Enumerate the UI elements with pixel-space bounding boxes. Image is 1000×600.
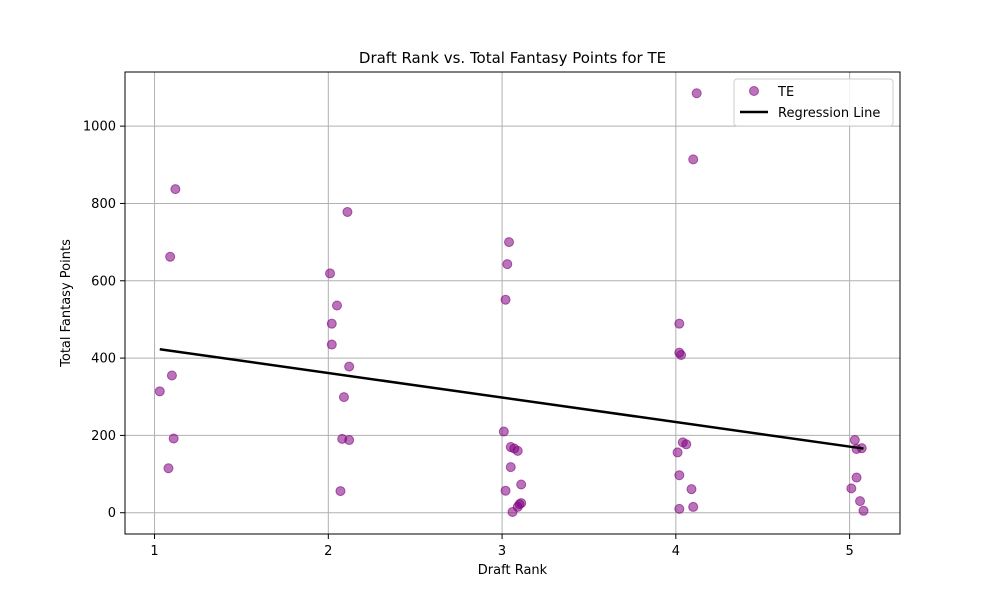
data-point xyxy=(681,439,692,450)
data-point xyxy=(851,472,862,483)
data-point xyxy=(331,300,342,311)
legend-label-te: TE xyxy=(777,85,794,100)
y-tick-label: 400 xyxy=(91,352,116,367)
x-tick-label: 1 xyxy=(150,544,158,559)
chart-title: Draft Rank vs. Total Fantasy Points for … xyxy=(359,49,666,67)
regression-line-layer xyxy=(159,347,864,450)
data-point xyxy=(676,349,687,360)
x-tick-label: 4 xyxy=(672,544,680,559)
data-point xyxy=(502,259,513,270)
data-point xyxy=(516,479,527,490)
data-point xyxy=(516,498,527,509)
data-point xyxy=(855,496,866,507)
data-point xyxy=(338,392,349,403)
data-point xyxy=(500,294,511,305)
data-point xyxy=(342,206,353,217)
legend-label-regression: Regression Line xyxy=(778,106,880,121)
plot-frame xyxy=(124,71,901,535)
axis-ticks: 1 2 3 4 5 0 200 400 600 800 1000 xyxy=(83,120,854,559)
data-point xyxy=(688,154,699,165)
regression-line xyxy=(159,347,864,450)
data-point xyxy=(504,237,515,248)
data-point xyxy=(691,88,702,99)
data-point xyxy=(326,339,337,350)
data-point xyxy=(674,318,685,329)
data-point xyxy=(344,435,355,446)
x-tick-label: 2 xyxy=(324,544,332,559)
data-point xyxy=(163,463,174,474)
x-tick-label: 3 xyxy=(498,544,506,559)
data-point xyxy=(154,386,165,397)
data-point xyxy=(344,361,355,372)
data-point xyxy=(325,268,336,279)
legend-box xyxy=(733,78,894,127)
data-point xyxy=(500,485,511,496)
y-tick-label: 200 xyxy=(91,429,116,444)
y-axis-label: Total Fantasy Points xyxy=(59,239,74,368)
y-tick-label: 1000 xyxy=(83,120,116,135)
y-tick-label: 0 xyxy=(108,506,116,521)
data-point xyxy=(505,462,516,473)
data-point xyxy=(335,486,346,497)
data-point xyxy=(688,501,699,512)
data-point xyxy=(326,318,337,329)
x-axis-label: Draft Rank xyxy=(478,563,548,578)
data-point xyxy=(674,470,685,481)
data-point xyxy=(168,433,179,444)
y-tick-label: 600 xyxy=(91,274,116,289)
data-point xyxy=(674,503,685,514)
x-tick-label: 5 xyxy=(845,544,853,559)
data-point xyxy=(686,484,697,495)
data-point xyxy=(846,483,857,494)
data-point xyxy=(512,445,523,456)
legend-marker-te xyxy=(749,86,759,96)
data-point xyxy=(858,505,869,516)
data-point xyxy=(165,251,176,262)
data-point xyxy=(498,426,509,437)
legend: TE Regression Line xyxy=(733,78,894,127)
data-point xyxy=(672,447,683,458)
y-tick-label: 800 xyxy=(91,197,116,212)
data-point xyxy=(849,435,860,446)
data-point xyxy=(170,184,181,195)
data-point xyxy=(166,370,177,381)
scatter-points xyxy=(154,88,869,517)
